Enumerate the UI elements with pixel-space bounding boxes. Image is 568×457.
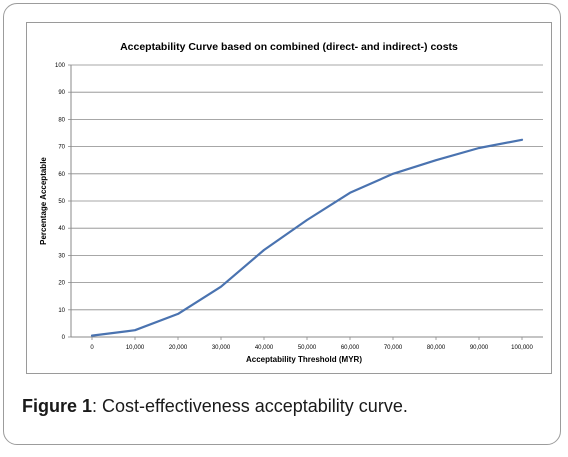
data-point bbox=[392, 173, 394, 175]
y-tick-label: 50 bbox=[58, 199, 65, 205]
series-line bbox=[90, 138, 524, 337]
x-tick-label: 30,000 bbox=[212, 345, 231, 351]
y-tick-label: 0 bbox=[62, 335, 66, 341]
data-point bbox=[349, 192, 351, 194]
x-tick-label: 60,000 bbox=[341, 345, 360, 351]
y-tick-label: 10 bbox=[58, 308, 65, 314]
figure-frame: Acceptability Curve based on combined (d… bbox=[3, 3, 561, 445]
data-point bbox=[220, 286, 222, 288]
chart-container: Acceptability Curve based on combined (d… bbox=[26, 22, 552, 374]
y-tick-label: 70 bbox=[58, 145, 65, 151]
y-tick-label: 60 bbox=[58, 172, 65, 178]
x-tick-label: 80,000 bbox=[427, 345, 446, 351]
data-point bbox=[478, 147, 480, 149]
figure-caption-label: Figure 1 bbox=[22, 396, 93, 416]
y-tick-label: 90 bbox=[58, 90, 65, 96]
figure-caption: Figure 1: Cost-effectiveness acceptabili… bbox=[22, 396, 408, 417]
line-chart: Acceptability Curve based on combined (d… bbox=[39, 41, 543, 364]
gridlines bbox=[71, 64, 543, 311]
x-tick-label: 0 bbox=[90, 345, 94, 351]
data-point bbox=[306, 219, 308, 221]
x-tick-label: 20,000 bbox=[169, 345, 188, 351]
x-tick-label: 10,000 bbox=[126, 345, 145, 351]
x-tick-label: 90,000 bbox=[470, 345, 489, 351]
data-point bbox=[134, 329, 136, 331]
y-tick-label: 40 bbox=[58, 226, 65, 232]
y-tick-label: 30 bbox=[58, 253, 65, 259]
series bbox=[90, 138, 524, 337]
x-axis-label: Acceptability Threshold (MYR) bbox=[246, 355, 362, 364]
y-tick-label: 20 bbox=[58, 281, 65, 287]
data-point bbox=[263, 249, 265, 251]
y-tick-label: 80 bbox=[58, 117, 65, 123]
data-point bbox=[521, 139, 523, 141]
x-tick-label: 100,000 bbox=[511, 345, 533, 351]
y-axis-label: Percentage Acceptable bbox=[39, 157, 48, 245]
data-point bbox=[91, 335, 93, 337]
data-point bbox=[177, 313, 179, 315]
y-tick-labels: 0 10 20 30 40 50 60 70 80 90 100 bbox=[55, 63, 71, 341]
x-tick-label: 40,000 bbox=[255, 345, 274, 351]
figure-caption-text: : Cost-effectiveness acceptability curve… bbox=[92, 396, 408, 416]
x-tick-labels: 0 10,000 20,000 30,000 40,000 50,000 60,000 70,… bbox=[90, 337, 534, 351]
x-tick-label: 50,000 bbox=[298, 345, 317, 351]
x-tick-label: 70,000 bbox=[384, 345, 403, 351]
data-point bbox=[435, 159, 437, 161]
chart-title: Acceptability Curve based on combined (d… bbox=[120, 41, 458, 53]
y-tick-label: 100 bbox=[55, 63, 66, 69]
